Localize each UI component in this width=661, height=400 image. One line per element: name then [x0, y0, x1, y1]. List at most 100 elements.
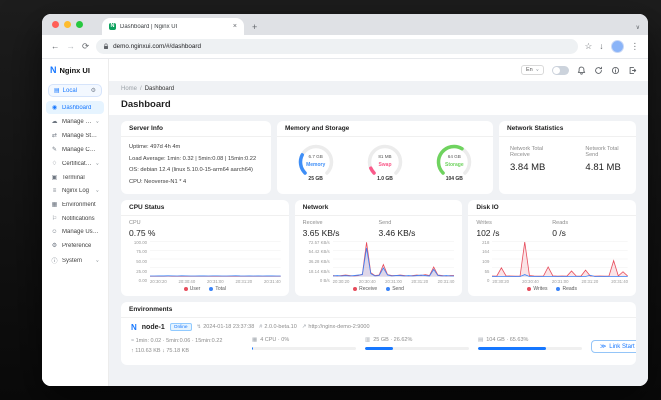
network-card: Network Receive 3.65 KB/s Send 3.46 KB/s 7…	[294, 199, 463, 296]
reload-button[interactable]: ⟳	[82, 41, 90, 52]
system-icon: ⓘ	[51, 259, 58, 265]
tab-close-icon[interactable]: ×	[232, 23, 237, 30]
logout-icon[interactable]	[628, 66, 637, 75]
cards-row-1: Server Info Uptime: 497d 4h 4m Load Aver…	[121, 121, 636, 194]
swap-gauge: 81 MB Swap 1.0 GB	[362, 141, 408, 186]
forward-button[interactable]: →	[66, 41, 76, 52]
node-selector-label: Local	[62, 87, 78, 94]
network-statistics-card: Network Statistics Network Total Receive…	[499, 121, 636, 194]
sidebar-item-certificates[interactable]: ♢ Certificates ∨	[51, 160, 99, 168]
app-logo: N Nginx UI	[42, 59, 108, 81]
sidebar-item-manage-sites[interactable]: ☁Manage Sites∨	[51, 118, 100, 126]
y-axis-tick: 109	[482, 259, 490, 265]
series-line	[492, 274, 628, 276]
back-button[interactable]: ←	[51, 41, 60, 52]
sidebar-item-manage-users[interactable]: ☺ Manage Users	[51, 229, 99, 235]
sidebar-item-system[interactable]: ⓘ System ∨	[51, 257, 99, 266]
x-axis-tick: 20:31:40	[611, 278, 629, 284]
y-axis: 100.00 75.00 50.00 25.00 0.00	[129, 240, 150, 284]
environment-icon: ▦	[51, 202, 58, 208]
chart-legend: User Total	[129, 286, 281, 292]
about-info-icon[interactable]	[611, 66, 620, 75]
restart-icon[interactable]	[594, 66, 603, 75]
sidebar-item-nginx-log[interactable]: ≡ Nginx Log ∨	[52, 188, 99, 194]
x-axis-tick: 20:30:20	[332, 278, 350, 284]
browser-tabstrip: N Dashboard | Nginx UI × + ∨	[42, 14, 648, 35]
nginx-ui-app: N Nginx UI ▤ Local ⚙ ◉ Dashboard ☁ Manage …	[42, 59, 648, 386]
x-axis: 20:30:20 20:30:40 20:31:00 20:31:20 20:31:40	[150, 279, 281, 284]
legend-item[interactable]: Receive	[353, 286, 377, 292]
network-total-receive: Network Total Receive 3.84 MB	[510, 146, 546, 173]
maximize-window-button[interactable]	[76, 21, 83, 28]
sidebar-item-notifications[interactable]: ⚐ Notifications	[51, 215, 95, 223]
series-line	[333, 248, 455, 276]
page-title: Dashboard	[109, 95, 648, 115]
y-axis-tick: 164	[482, 249, 490, 255]
cards-row-2: CPU Status CPU 0.75 % 100.00 75.00 50.00 25.…	[121, 199, 637, 296]
browser-menu-icon[interactable]: ⋮	[630, 41, 640, 52]
node-storage-usage: ▤ 104 GB · 65.63%	[478, 337, 582, 350]
tab-search-icon[interactable]: ∨	[635, 25, 640, 31]
sidebar-item-dashboard[interactable]: ◉ Dashboard	[46, 101, 104, 114]
receive-stat: Receive 3.65 KB/s	[302, 219, 340, 238]
sidebar-item-preference[interactable]: ⚙ Preference	[51, 242, 92, 250]
breadcrumb-home[interactable]: Home	[121, 86, 138, 92]
y-axis: 72.57 KB/s 54.42 KB/s 36.28 KB/s 18.14 KB/s…	[303, 240, 333, 284]
legend-item[interactable]: Reads	[556, 286, 577, 292]
legend-item[interactable]: Send	[386, 286, 404, 292]
minimize-window-button[interactable]	[64, 21, 71, 28]
node-name: node-1	[141, 323, 165, 331]
node-url[interactable]: ↗ http://nginx-demo-2:9000	[301, 324, 370, 331]
node-selector[interactable]: ▤ Local ⚙	[48, 84, 102, 97]
sidebar-item-manage-configs[interactable]: ✎Manage Configs	[51, 146, 99, 154]
x-axis-tick: 20:31:20	[235, 278, 253, 284]
new-tab-button[interactable]: +	[252, 22, 258, 32]
link-start-button[interactable]: ≫ Link Start	[591, 340, 636, 354]
sidebar-item-manage-streams[interactable]: ⇄Manage Streams	[51, 132, 99, 140]
y-axis-tick: 50.00	[136, 259, 147, 265]
node-version: #2.0.0-beta.10	[259, 324, 297, 331]
dashboard-cards: Server Info Uptime: 497d 4h 4m Load Aver…	[109, 115, 648, 386]
sidebar-menu: ◉Dashboard ☁Manage Sites∨ ⇄Manage Stream…	[42, 101, 108, 268]
notification-bell-icon[interactable]	[577, 66, 586, 75]
language-selector[interactable]: En ∨	[520, 65, 544, 75]
configs-icon: ✎	[51, 147, 58, 153]
gear-icon[interactable]: ⚙	[90, 88, 96, 94]
cpu-stat: CPU 0.75 %	[129, 219, 156, 238]
browser-tab[interactable]: N Dashboard | Nginx UI ×	[102, 18, 244, 35]
node-memory-usage: ▥ 25 GB · 26.62%	[365, 337, 469, 350]
tab-title: Dashboard | Nginx UI	[120, 23, 178, 30]
server-info-card: Server Info Uptime: 497d 4h 4m Load Aver…	[121, 121, 271, 194]
status-badge: Online	[169, 323, 192, 332]
memory-progress-bar	[365, 346, 469, 350]
address-bar[interactable]: demo.nginxui.com/#/dashboard	[96, 39, 578, 54]
series-area	[332, 242, 455, 277]
sidebar-item-environment[interactable]: ▦ Environment	[51, 201, 96, 209]
legend-item[interactable]: Total	[209, 286, 226, 292]
uptime-text: Uptime: 497d 4h 4m	[129, 144, 181, 150]
window-controls	[52, 21, 83, 28]
legend-item[interactable]: User	[183, 286, 200, 292]
browser-toolbar: ← → ⟳ demo.nginxui.com/#/dashboard ☆ ↓ ⋮	[42, 35, 648, 59]
chart-legend: Receive Send	[303, 286, 455, 292]
gauges: 6.7 GB Memory 25 GB 81 MB Swap 1.0 GB	[277, 137, 493, 188]
download-icon[interactable]: ↓	[599, 41, 604, 52]
main-area: En ∨ Home / Dashboard Dashboard	[109, 59, 648, 386]
y-axis-tick: 55	[484, 268, 490, 274]
memory-icon: ▥	[365, 336, 371, 343]
profile-avatar[interactable]	[610, 40, 624, 53]
terminal-icon: ▣	[51, 175, 58, 181]
y-axis-tick: 218	[482, 239, 490, 245]
chevron-down-icon: ∨	[95, 119, 99, 123]
chevron-down-icon: ∨	[95, 188, 99, 193]
close-window-button[interactable]	[52, 21, 59, 28]
x-axis: 20:30:20 20:30:40 20:31:00 20:31:20 20:31:40	[333, 279, 455, 284]
bookmark-star-icon[interactable]: ☆	[584, 41, 593, 52]
memory-gauge: 6.7 GB Memory 25 GB	[293, 141, 339, 186]
x-axis-tick: 20:30:40	[178, 278, 196, 284]
theme-toggle[interactable]	[552, 65, 569, 75]
card-title: Server Info	[121, 121, 271, 137]
legend-item[interactable]: Writes	[527, 286, 547, 292]
network-chart	[332, 241, 455, 277]
sidebar-item-terminal[interactable]: ▣ Terminal	[51, 174, 85, 182]
